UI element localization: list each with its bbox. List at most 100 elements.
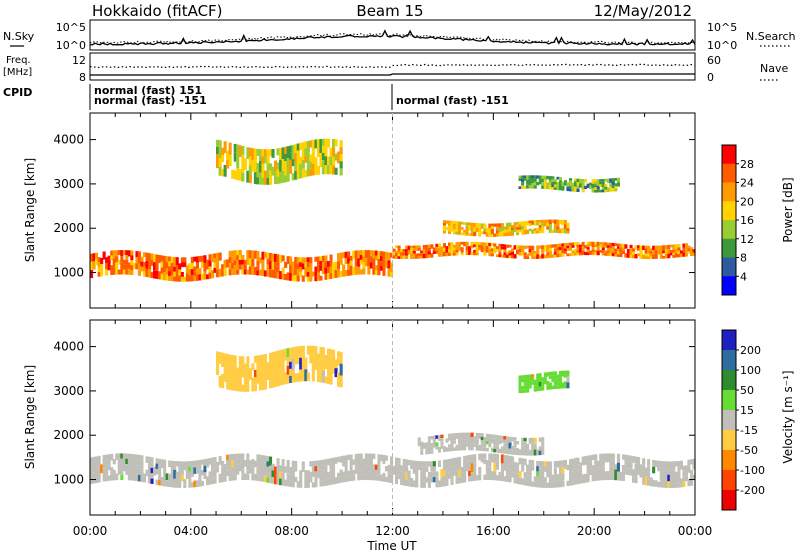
heatmap-cell [135,251,139,258]
heatmap-cell [508,448,512,455]
heatmap-cell [261,156,265,164]
heatmap-cell [218,375,222,388]
heatmap-cell [536,250,540,255]
heatmap-cell [591,249,595,253]
heatmap-cell [473,244,477,248]
heatmap-cell [127,250,131,257]
heatmap-cell [263,380,267,390]
heatmap-cell [475,432,479,439]
x-tick-label: 00:00 [73,524,108,538]
heatmap-cell [470,432,474,437]
heatmap-cell [284,175,288,183]
heatmap-cell [518,386,522,390]
heatmap-cell [435,247,439,251]
heatmap-cell [460,467,464,473]
heatmap-cell [470,441,474,446]
heatmap-cell [601,242,605,245]
heatmap-cell [521,465,525,472]
heatmap-cell [442,243,446,248]
heatmap-cell [115,453,119,461]
heatmap-cell [455,231,459,235]
heatmap-cell [541,441,545,447]
heatmap-cell [531,449,535,456]
colorbar-swatch [722,350,736,371]
heatmap-cell [306,276,310,282]
colorbar-tick-label: 12 [740,233,754,246]
heatmap-cell [574,479,578,485]
heatmap-cell [589,250,593,255]
heatmap-cell [453,221,457,224]
heatmap-cell [453,466,457,476]
heatmap-cell [195,262,199,269]
heatmap-cell [233,265,237,270]
heatmap-cell [362,268,366,275]
heatmap-cell [253,377,257,385]
heatmap-cell [561,370,565,377]
heatmap-cell [243,370,247,378]
heatmap-cell [188,477,192,483]
heatmap-cell [455,252,459,256]
colorbar-tick-label: 16 [740,214,754,227]
heatmap-cell [427,254,431,258]
heatmap-cell [102,474,106,482]
heatmap-cell [243,259,247,265]
heatmap-cell [226,470,230,476]
heatmap-cell [140,256,144,262]
heatmap-cell [231,460,235,468]
heatmap-cell [475,244,479,248]
heatmap-cell [387,473,391,483]
heatmap-cell [634,463,638,470]
freq-tick-high: 12 [72,54,86,67]
heatmap-cell [508,222,512,227]
heatmap-cell [291,358,295,371]
heatmap-cell [321,268,325,275]
heatmap-cell [609,460,613,467]
heatmap-cell [606,453,610,463]
heatmap-cell [601,186,605,190]
heatmap-cell [100,258,104,265]
cpid-segment-2: normal (fast) -151 [94,94,207,107]
heatmap-cell [258,362,262,370]
heatmap-cell [97,464,101,474]
heatmap-cell [425,250,429,253]
heatmap-cell [629,462,633,469]
heatmap-cell [150,457,154,463]
heatmap-cell [538,450,542,456]
heatmap-cell [332,475,336,485]
heatmap-cell [266,170,270,178]
heatmap-cell [263,270,267,277]
heatmap-cell [233,383,237,391]
heatmap-cell [432,247,436,251]
heatmap-cell [334,269,338,278]
heatmap-cell [677,482,681,488]
heatmap-cell [347,251,351,258]
heatmap-cell [538,386,542,391]
heatmap-cell [243,363,247,371]
heatmap-cell [339,456,343,463]
heatmap-cell [299,157,303,165]
heatmap-cell [148,253,152,262]
heatmap-cell [251,475,255,481]
heatmap-cell [493,434,497,439]
heatmap-cell [654,460,658,467]
heatmap-cell [624,244,628,249]
heatmap-cell [233,355,237,363]
heatmap-cell [682,481,686,487]
heatmap-cell [589,185,593,190]
heatmap-cell [448,242,452,246]
heatmap-cell [463,464,467,474]
heatmap-cell [261,468,265,476]
heatmap-cell [208,458,212,465]
heatmap-cell [483,444,487,448]
heatmap-cell [206,259,210,265]
heatmap-cell [533,443,537,450]
heatmap-cell [458,241,462,247]
heatmap-cell [523,389,527,393]
heatmap-cell [528,185,532,189]
heatmap-cell [581,179,585,183]
heatmap-cell [415,469,419,479]
heatmap-cell [455,226,459,230]
heatmap-cell [216,252,220,261]
heatmap-cell [687,245,691,249]
